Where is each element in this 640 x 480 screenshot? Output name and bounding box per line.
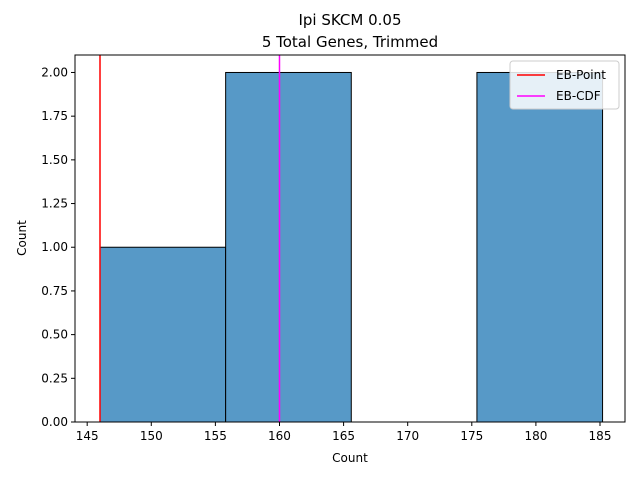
- x-tick-label: 170: [396, 429, 419, 443]
- x-axis-ticks: 145 150 155 160 165 170 175 180 185: [76, 422, 612, 443]
- histogram-bars: [99, 71, 604, 423]
- vertical-lines: [99, 55, 281, 422]
- legend-label-eb-point: EB-Point: [556, 68, 606, 82]
- y-tick-label: 0.50: [41, 328, 68, 342]
- x-tick-label: 175: [460, 429, 483, 443]
- y-tick-label: 1.00: [41, 240, 68, 254]
- histogram-bar-0: [99, 246, 227, 423]
- x-tick-label: 155: [204, 429, 227, 443]
- x-tick-label: 160: [268, 429, 291, 443]
- chart-title-line2: 5 Total Genes, Trimmed: [262, 33, 438, 51]
- y-tick-label: 0.25: [41, 371, 68, 385]
- y-tick-label: 0.00: [41, 415, 68, 429]
- histogram-bar-1: [225, 71, 352, 423]
- plot-frame: [74, 54, 626, 423]
- legend: EB-Point EB-CDF: [509, 60, 620, 110]
- x-tick-label: 145: [76, 429, 99, 443]
- y-tick-label: 1.75: [41, 109, 68, 123]
- x-tick-label: 185: [589, 429, 612, 443]
- x-axis-label: Count: [332, 451, 368, 465]
- histogram-bar-3: [476, 71, 604, 423]
- chart-title-line1: Ipi SKCM 0.05: [298, 11, 401, 29]
- x-tick-label: 150: [140, 429, 163, 443]
- legend-label-eb-cdf: EB-CDF: [556, 89, 601, 103]
- x-tick-label: 165: [332, 429, 355, 443]
- x-tick-label: 180: [524, 429, 547, 443]
- y-tick-label: 0.75: [41, 284, 68, 298]
- y-tick-label: 1.50: [41, 153, 68, 167]
- legend-box: [509, 60, 620, 110]
- y-axis-ticks: 0.00 0.25 0.50 0.75 1.00 1.25 1.50 1.75 2.00: [41, 65, 75, 429]
- y-tick-label: 2.00: [41, 65, 68, 79]
- y-axis-label: Count: [15, 220, 29, 256]
- y-tick-label: 1.25: [41, 197, 68, 211]
